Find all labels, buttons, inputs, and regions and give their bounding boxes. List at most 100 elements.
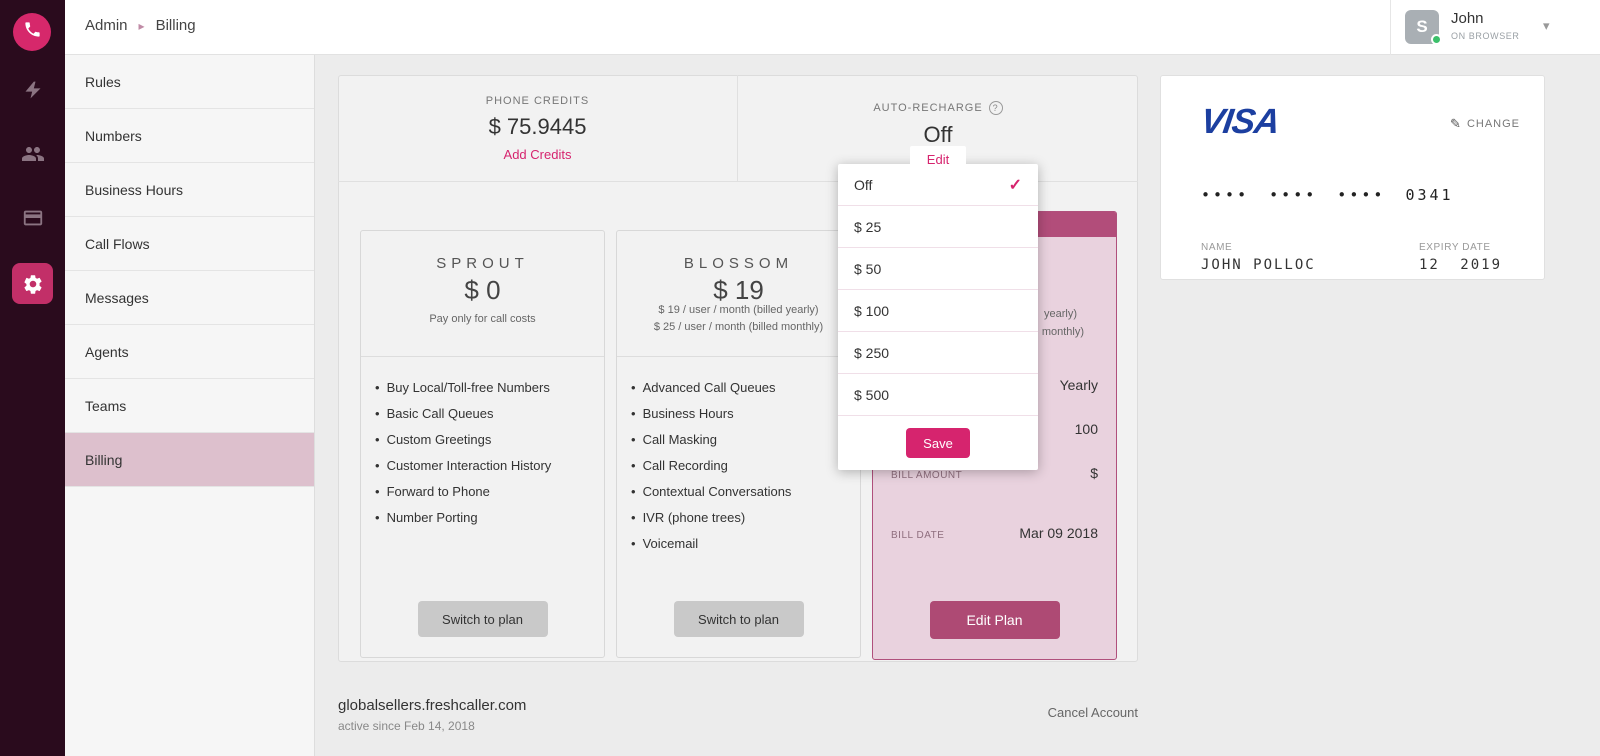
plan-feature: Custom Greetings (375, 427, 598, 453)
row-value: 100 (1074, 421, 1098, 437)
dropdown-option-25[interactable]: $ 25 (838, 206, 1038, 248)
icon-rail (0, 0, 65, 756)
breadcrumb-billing: Billing (155, 17, 196, 34)
plan-subtitle: Pay only for call costs (429, 312, 536, 325)
plan-detail-row: 100 (873, 421, 1116, 437)
row-value: $ (1090, 465, 1098, 481)
user-status: ON BROWSER (1451, 31, 1520, 41)
account-footer: globalsellers.freshcaller.com active sin… (338, 697, 1138, 733)
sidebar-item-messages[interactable]: Messages (65, 271, 314, 325)
breadcrumb-admin[interactable]: Admin (85, 17, 128, 34)
plan-detail-row: BILL DATE Mar 09 2018 (873, 525, 1116, 541)
payment-card-panel: VISA ✎ CHANGE •••• •••• •••• 0341 NAME J… (1160, 75, 1545, 280)
account-domain: globalsellers.freshcaller.com (338, 697, 527, 714)
edit-plan-button[interactable]: Edit Plan (929, 601, 1060, 639)
plan-feature: Contextual Conversations (631, 479, 854, 505)
card-name-label: NAME (1201, 242, 1233, 253)
change-label: CHANGE (1466, 118, 1520, 130)
online-status-dot (1431, 34, 1442, 45)
plan-feature: Advanced Call Queues (631, 375, 854, 401)
row-value: Yearly (1059, 377, 1098, 393)
option-label: $ 500 (854, 386, 890, 403)
plan-card-sprout: SPROUT $ 0 Pay only for call costs Buy L… (360, 230, 605, 658)
plan-feature: IVR (phone trees) (631, 505, 854, 531)
sidebar-item-numbers[interactable]: Numbers (65, 109, 314, 163)
save-button[interactable]: Save (906, 428, 970, 458)
sidebar-item-call-flows[interactable]: Call Flows (65, 217, 314, 271)
account-active-since: active since Feb 14, 2018 (338, 719, 475, 733)
sidebar-item-rules[interactable]: Rules (65, 55, 314, 109)
sidebar-item-billing[interactable]: Billing (65, 433, 314, 487)
plan-feature: Forward to Phone (375, 479, 598, 505)
breadcrumb: Admin ▸ Billing (85, 17, 196, 34)
row-value: Mar 09 2018 (1019, 525, 1098, 541)
plan-feature: Voicemail (631, 531, 854, 557)
people-icon[interactable] (0, 134, 65, 174)
plan-detail-row: Yearly (873, 377, 1116, 393)
plan-subtitle-fragment: yearly) (1043, 308, 1077, 320)
sidebar-item-teams[interactable]: Teams (65, 379, 314, 433)
card-expiry-label: EXPIRY DATE (1419, 242, 1491, 253)
option-label: $ 250 (854, 344, 890, 361)
credit-card-icon[interactable] (0, 198, 65, 238)
plan-subtitle-line2: $ 25 / user / month (billed monthly) (653, 321, 824, 333)
dropdown-option-off[interactable]: Off ✓ (838, 164, 1038, 206)
change-card-link[interactable]: ✎ CHANGE (1450, 116, 1520, 132)
plan-feature: Number Porting (375, 505, 598, 531)
plan-card-blossom: BLOSSOM $ 19 $ 19 / user / month (billed… (616, 230, 861, 658)
plan-subtitle-fragment: monthly) (1041, 326, 1084, 338)
chevron-down-icon[interactable]: ▾ (1543, 18, 1550, 33)
plan-feature: Customer Interaction History (375, 453, 598, 479)
phone-credits-value: $ 75.9445 (488, 113, 587, 139)
visa-logo: VISA (1198, 102, 1282, 141)
check-icon: ✓ (1008, 176, 1022, 194)
dropdown-option-100[interactable]: $ 100 (838, 290, 1038, 332)
sidebar-item-business-hours[interactable]: Business Hours (65, 163, 314, 217)
plan-price: $ 19 (713, 275, 764, 305)
dropdown-footer: Save (838, 416, 1038, 470)
lightning-icon[interactable] (0, 70, 65, 110)
plan-features: Advanced Call Queues Business Hours Call… (631, 375, 854, 557)
user-name: John (1451, 10, 1484, 27)
topbar: Admin ▸ Billing S John ON BROWSER ▾ (65, 0, 1600, 55)
auto-recharge-label: AUTO-RECHARGE (873, 102, 983, 114)
dropdown-option-50[interactable]: $ 50 (838, 248, 1038, 290)
plan-price: $ 0 (464, 275, 501, 305)
admin-sidebar: Rules Numbers Business Hours Call Flows … (65, 55, 315, 756)
auto-recharge-dropdown: Off ✓ $ 25 $ 50 $ 100 $ 250 $ 500 Save (838, 164, 1038, 470)
sidebar-item-agents[interactable]: Agents (65, 325, 314, 379)
breadcrumb-arrow-icon: ▸ (138, 18, 145, 33)
add-credits-link[interactable]: Add Credits (503, 146, 572, 162)
row-label: BILL DATE (891, 530, 945, 541)
phone-credits-section: PHONE CREDITS $ 75.9445 Add Credits (338, 75, 738, 182)
divider (361, 356, 604, 357)
switch-to-plan-button[interactable]: Switch to plan (417, 601, 548, 637)
phone-icon (23, 20, 42, 44)
plan-feature: Call Recording (631, 453, 854, 479)
plan-detail-row: BILL AMOUNT $ (873, 465, 1116, 481)
edit-auto-recharge-link[interactable]: Edit (910, 146, 966, 173)
plan-feature: Basic Call Queues (375, 401, 598, 427)
plan-features: Buy Local/Toll-free Numbers Basic Call Q… (375, 375, 598, 531)
switch-to-plan-button[interactable]: Switch to plan (673, 601, 804, 637)
plan-subtitle-line1: $ 19 / user / month (billed yearly) (658, 304, 819, 316)
card-name-value: JOHN POLLOC (1201, 257, 1316, 273)
row-label: BILL AMOUNT (891, 470, 963, 481)
auto-recharge-value: Off (923, 122, 953, 147)
card-expiry-value: 12 2019 (1419, 257, 1503, 273)
freshcaller-logo[interactable] (13, 13, 51, 51)
avatar[interactable]: S (1405, 10, 1439, 44)
cancel-account-link[interactable]: Cancel Account (1047, 705, 1138, 720)
dropdown-option-500[interactable]: $ 500 (838, 374, 1038, 416)
gear-icon[interactable] (12, 263, 53, 304)
option-label: $ 25 (854, 218, 882, 235)
option-label: $ 100 (854, 302, 890, 319)
plan-feature: Business Hours (631, 401, 854, 427)
plan-feature: Call Masking (631, 427, 854, 453)
help-icon[interactable]: ? (988, 101, 1003, 115)
dropdown-option-250[interactable]: $ 250 (838, 332, 1038, 374)
option-label: $ 50 (854, 260, 882, 277)
plan-name: BLOSSOM (683, 255, 794, 272)
card-number: •••• •••• •••• 0341 (1201, 186, 1454, 204)
